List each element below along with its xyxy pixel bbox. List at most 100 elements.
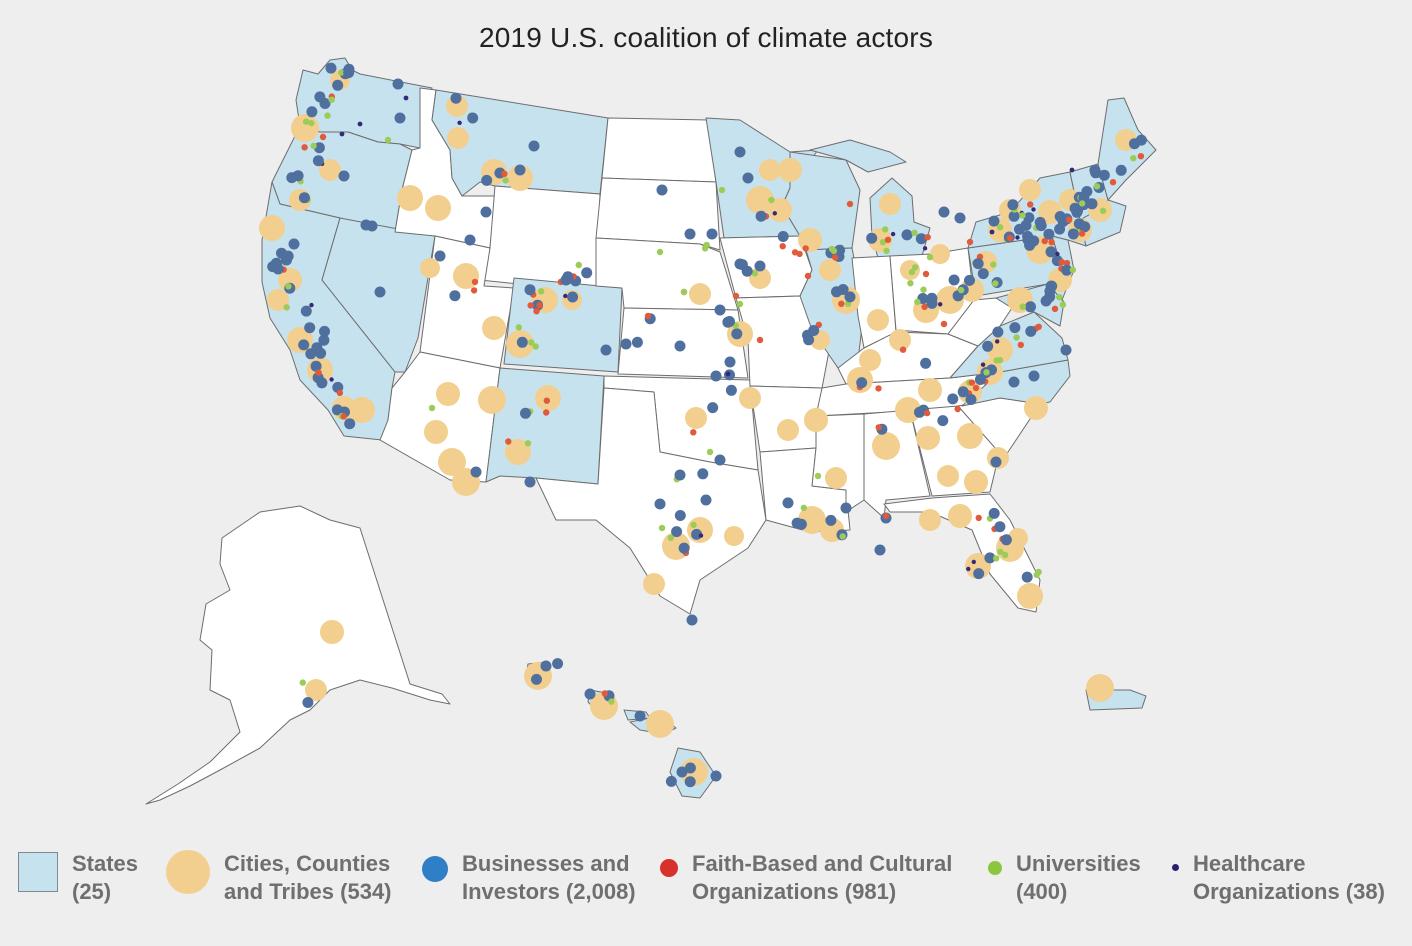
healthcare-marker [1015, 235, 1020, 240]
faith-cultural-marker [543, 409, 550, 416]
university-marker [658, 524, 666, 532]
university-marker [703, 241, 710, 249]
states-swatch [18, 852, 58, 892]
faith-cultural-marker [505, 438, 512, 445]
faith-cultural-marker [501, 170, 508, 177]
legend-label-states: States (25) [72, 850, 138, 906]
business-investor-marker [937, 415, 949, 427]
healthcare-marker [329, 377, 334, 382]
state-iowa [719, 235, 813, 299]
business-investor-marker [734, 146, 746, 158]
healthcare-marker [339, 131, 345, 137]
business-investor-marker [714, 454, 726, 466]
business-investor-marker [808, 325, 820, 336]
business-investor-marker [1061, 264, 1073, 276]
faith-cultural-marker [924, 234, 931, 241]
city-county-tribe-marker [825, 467, 847, 489]
business-investor-marker [742, 172, 754, 184]
business-investor-marker [803, 334, 815, 346]
city-county-tribe-marker [889, 329, 911, 351]
business-investor-marker [994, 521, 1006, 533]
city-county-tribe-marker [777, 419, 799, 441]
university-marker [690, 521, 697, 529]
healthcare-marker [725, 371, 731, 377]
city-county-tribe-marker [778, 158, 802, 182]
business-investor-marker [710, 370, 722, 382]
city-county-tribe-marker [746, 186, 774, 214]
business-investor-marker [360, 219, 372, 231]
business-investor-marker [724, 356, 736, 368]
healthcare-marker [357, 121, 363, 127]
university-marker [310, 142, 317, 149]
city-county-tribe-marker [957, 423, 983, 449]
city-county-tribe-marker [319, 159, 341, 181]
business-investor-marker [837, 284, 849, 295]
university-marker [328, 96, 335, 103]
university-marker [914, 298, 921, 306]
university-marker [680, 288, 688, 296]
city-county-tribe-marker [965, 553, 991, 579]
healthcare-marker [971, 559, 976, 565]
business-investor-marker [926, 297, 938, 309]
city-county-tribe-marker [919, 509, 941, 531]
business-investor-marker [270, 257, 282, 269]
university-marker [1019, 212, 1026, 219]
city-county-tribe-marker [267, 289, 289, 311]
faith-cultural-marker [1078, 230, 1086, 237]
city-county-tribe-marker [872, 432, 900, 460]
faith-cultural-marker [756, 336, 764, 344]
university-marker [908, 268, 916, 276]
legend-item-universities: Universities (400) [988, 850, 1141, 906]
business-investor-marker [343, 63, 355, 75]
legend-cities-line2: and Tribes (534) [224, 879, 392, 904]
faith-cultural-marker [882, 512, 890, 520]
state-michigan-upper [809, 139, 907, 173]
business-investor-marker [600, 344, 612, 356]
healthcare-marker [1069, 167, 1075, 173]
city-county-tribe-marker [819, 259, 841, 281]
business-investor-marker [957, 386, 969, 398]
business-investor-marker [691, 528, 703, 540]
university-marker [575, 261, 582, 269]
city-county-tribe-marker [646, 710, 674, 738]
city-county-tribe-marker [1024, 396, 1048, 420]
legend-universities-line2: (400) [1016, 879, 1068, 904]
business-investor-marker [825, 514, 837, 526]
business-investor-marker [292, 170, 304, 182]
business-investor-marker [374, 286, 386, 298]
legend-label-universities: Universities (400) [1016, 850, 1141, 906]
business-investor-marker [481, 174, 493, 186]
business-investor-marker [581, 267, 593, 279]
business-investor-marker [977, 268, 989, 280]
faith-cultural-marker [922, 270, 930, 278]
city-county-tribe-marker [759, 159, 781, 181]
university-marker [983, 369, 990, 376]
university-marker [814, 472, 822, 480]
business-investor-marker [281, 254, 292, 266]
healthcare-swatch [1172, 864, 1179, 871]
business-investor-marker [467, 112, 479, 124]
business-investor-marker [1115, 164, 1127, 176]
legend-businesses-line2: Investors (2,008) [462, 879, 636, 904]
city-county-tribe-marker [424, 420, 448, 444]
business-investor-marker [982, 340, 994, 352]
business-investor-marker [631, 336, 643, 348]
university-marker [997, 548, 1004, 556]
faith-cultural-marker [940, 320, 948, 328]
university-marker [992, 280, 999, 287]
business-investor-marker [516, 336, 528, 348]
legend-cities-line1: Cities, Counties [224, 851, 391, 876]
faith-cultural-marker [644, 312, 652, 320]
business-investor-marker [965, 394, 977, 405]
legend-states-line1: States [72, 851, 139, 876]
business-investor-marker [777, 231, 789, 242]
business-investor-marker [678, 542, 690, 554]
city-county-tribe-marker [859, 349, 881, 371]
business-investor-marker [674, 469, 686, 481]
state-alaska [145, 505, 451, 805]
faith-cultural-marker [968, 379, 976, 386]
university-marker [532, 343, 539, 350]
faith-cultural-marker [732, 292, 740, 300]
business-investor-marker [920, 357, 932, 369]
city-county-tribe-marker [305, 679, 327, 701]
